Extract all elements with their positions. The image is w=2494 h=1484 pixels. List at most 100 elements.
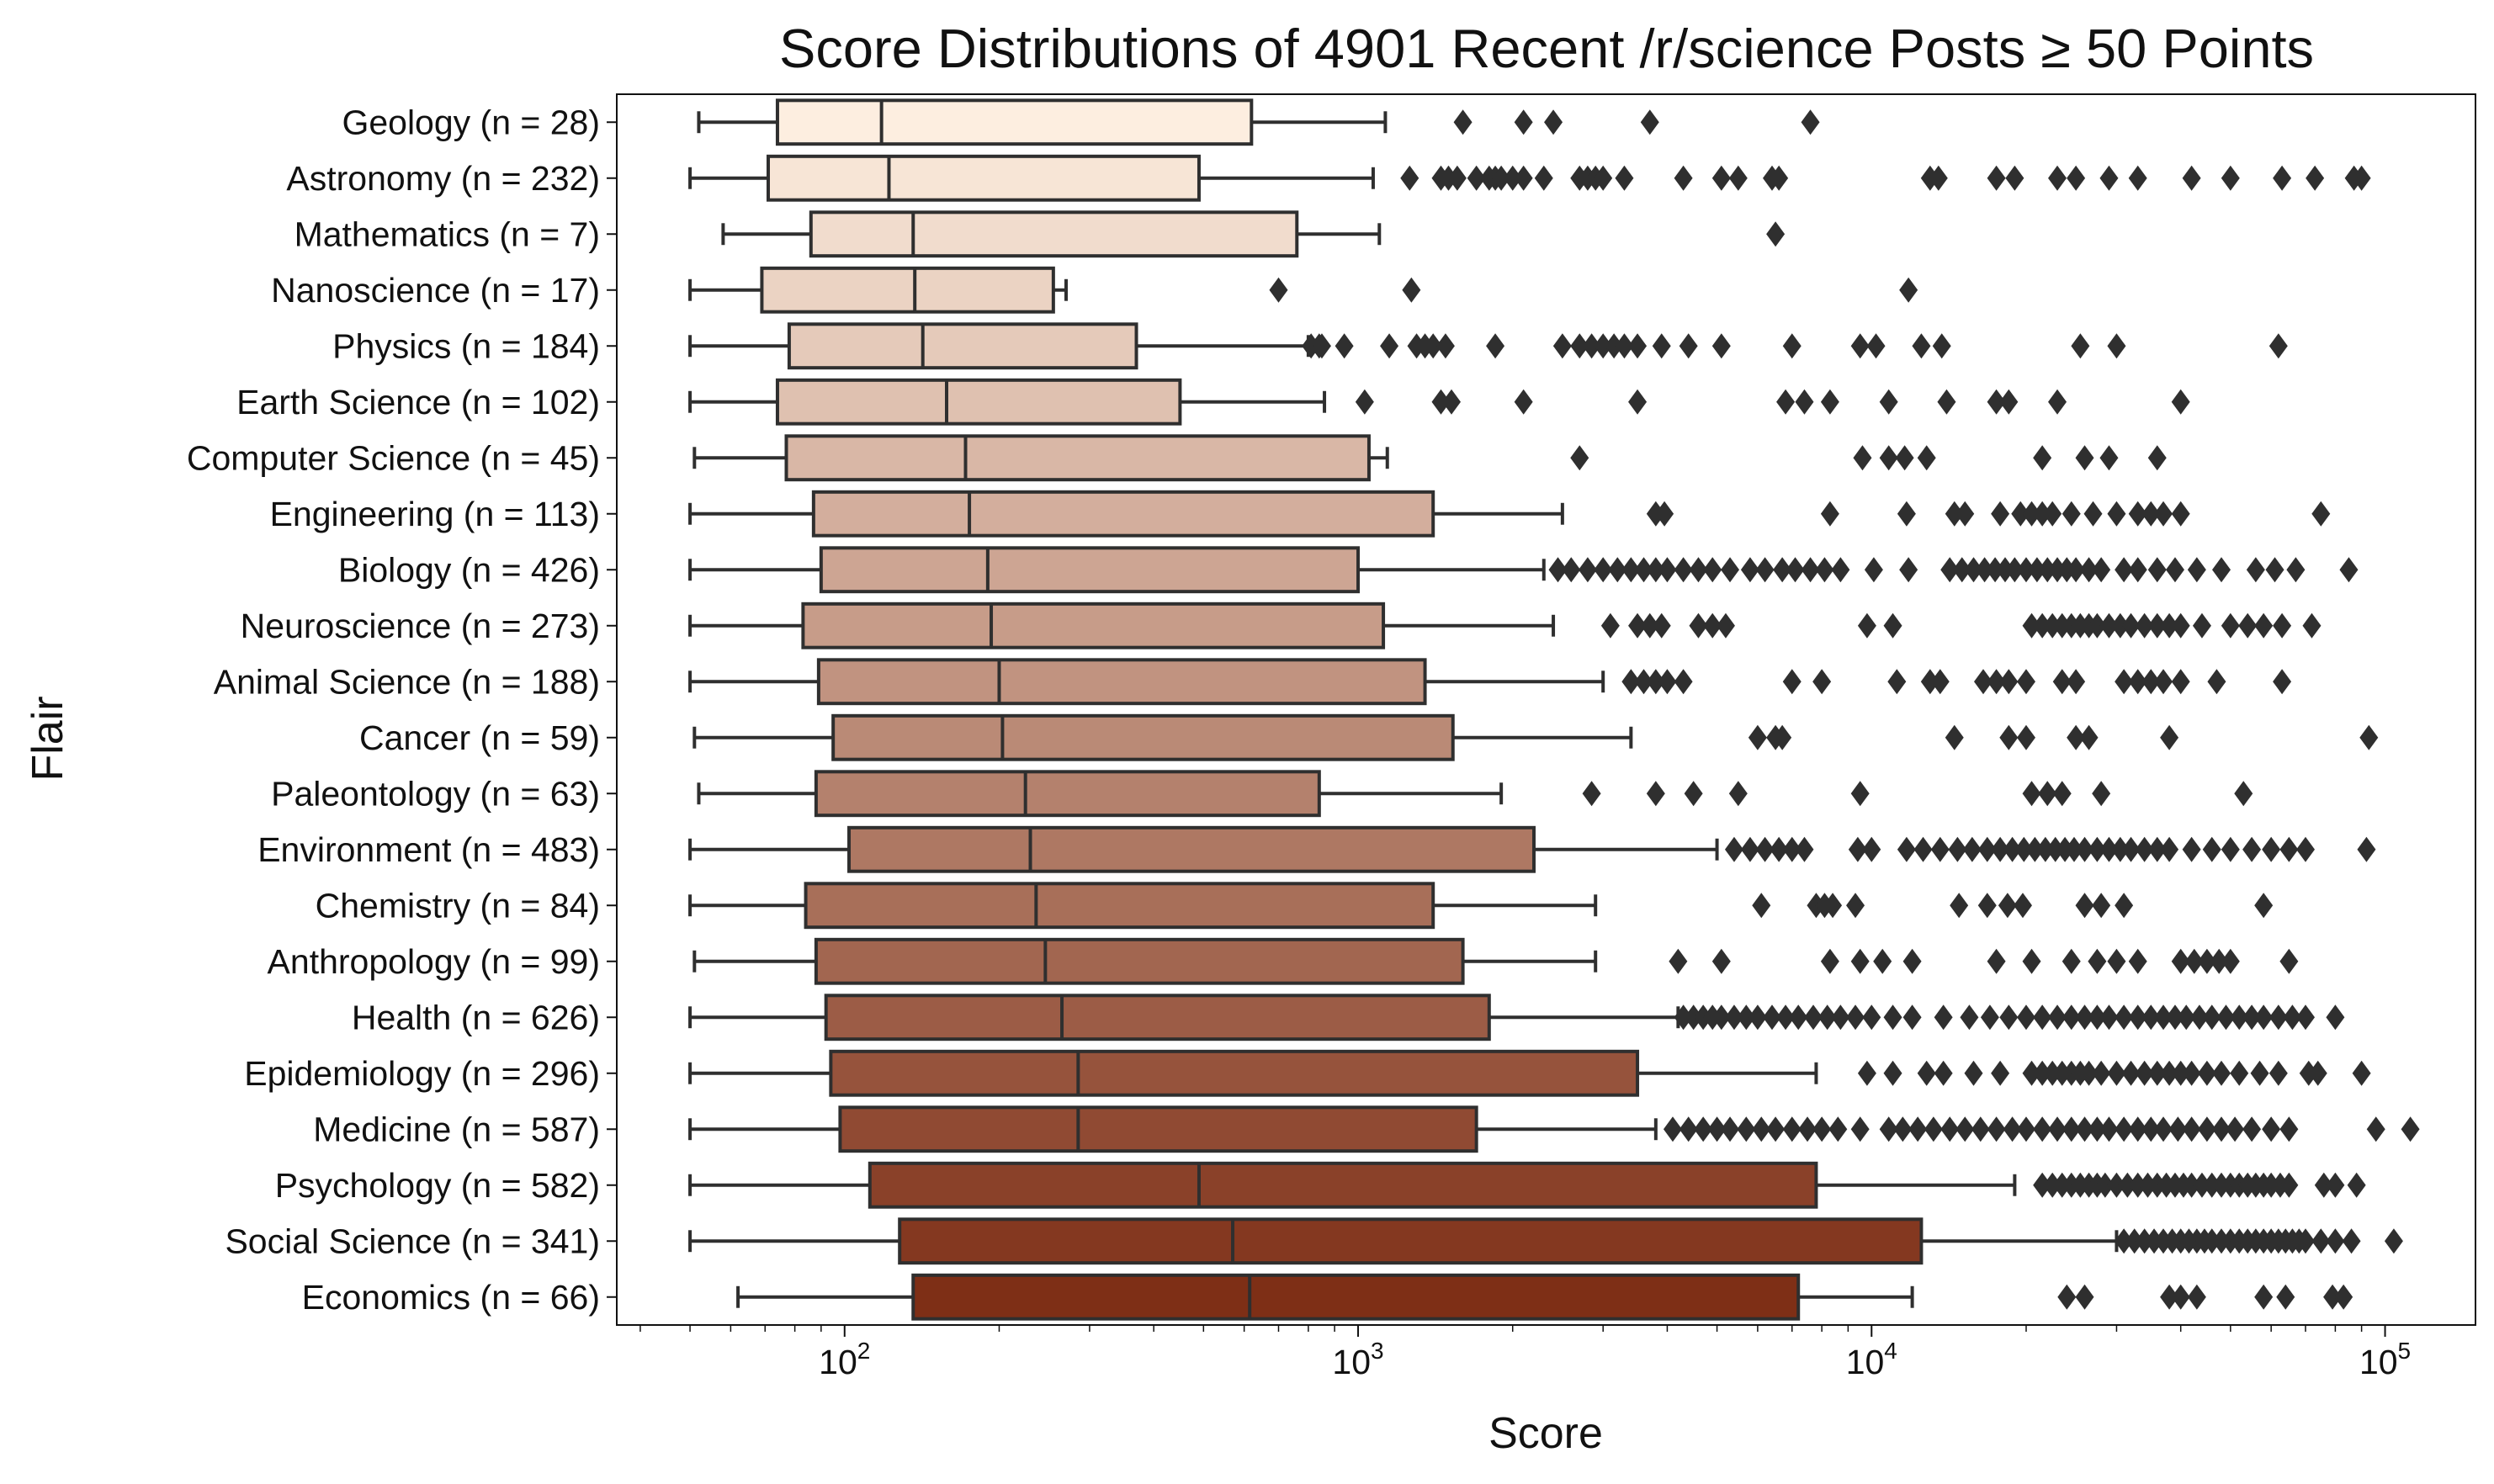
flier-engineering-15 [2141, 501, 2161, 527]
y-tick-label-animal-science: Animal Science (n = 188) [214, 662, 600, 701]
flier-neuroscience-17 [2099, 612, 2119, 639]
flier-biology-36 [2092, 557, 2111, 583]
flier-cancer-7 [2079, 724, 2099, 750]
flier-physics-12 [1582, 333, 1601, 359]
flier-physics-26 [2107, 333, 2126, 359]
flier-health-21 [1999, 1004, 2019, 1031]
flier-cancer-3 [1945, 724, 1964, 750]
flier-environment-15 [2003, 836, 2022, 862]
flier-medicine-7 [1766, 1116, 1786, 1142]
flier-astronomy-0 [1400, 165, 1419, 191]
box-engineering [811, 490, 1435, 538]
flier-animal-science-1 [1634, 669, 1653, 695]
flier-anthropology-11 [2128, 948, 2147, 974]
flier-medicine-37 [2226, 1116, 2245, 1142]
flier-computer-science-6 [2075, 445, 2094, 471]
flier-nanoscience-2 [1899, 277, 1918, 303]
flier-biology-44 [2265, 557, 2284, 583]
flier-neuroscience-11 [2043, 612, 2062, 639]
flier-astronomy-25 [2048, 165, 2067, 191]
flier-nanoscience-1 [1402, 277, 1421, 303]
flier-earth-science-8 [1879, 389, 1898, 415]
flier-engineering-9 [2033, 501, 2052, 527]
flier-epidemiology-8 [2043, 1060, 2062, 1086]
flier-astronomy-17 [1711, 165, 1731, 191]
flier-medicine-2 [1694, 1116, 1713, 1142]
flier-environment-16 [2014, 836, 2034, 862]
flier-epidemiology-4 [1964, 1060, 1983, 1086]
flier-biology-31 [2038, 557, 2057, 583]
flier-anthropology-8 [2062, 948, 2081, 974]
flier-health-37 [2216, 1004, 2236, 1031]
flier-anthropology-3 [1850, 948, 1870, 974]
flier-geology-2 [1544, 109, 1563, 135]
flier-health-7 [1748, 1004, 1767, 1031]
flier-health-27 [2088, 1004, 2107, 1031]
flier-psychology-8 [2107, 1172, 2126, 1198]
flier-health-43 [2296, 1004, 2316, 1031]
flier-biology-19 [1831, 557, 1850, 583]
flier-earth-science-10 [1987, 389, 2006, 415]
flier-environment-27 [2135, 836, 2154, 862]
flier-biology-22 [1940, 557, 1960, 583]
flier-environment-25 [2110, 836, 2130, 862]
flier-medicine-16 [1924, 1116, 1943, 1142]
flier-health-13 [1831, 1004, 1850, 1031]
y-axis-title: Flair [24, 696, 72, 781]
flier-biology-18 [1815, 557, 1834, 583]
box-health [824, 994, 1491, 1041]
flier-earth-science-0 [1355, 389, 1374, 415]
flier-health-36 [2202, 1004, 2221, 1031]
flier-epidemiology-12 [2079, 1060, 2099, 1086]
y-tick-label-social-science: Social Science (n = 341) [225, 1222, 600, 1260]
flier-economics-7 [2323, 1284, 2343, 1310]
flier-environment-1 [1740, 836, 1759, 862]
flier-environment-37 [2357, 836, 2376, 862]
flier-neuroscience-12 [2052, 612, 2072, 639]
flier-psychology-0 [2033, 1172, 2052, 1198]
flier-medicine-18 [1955, 1116, 1975, 1142]
flier-environment-29 [2160, 836, 2179, 862]
flier-medicine-3 [1707, 1116, 1727, 1142]
flier-biology-39 [2147, 557, 2167, 583]
flier-biology-35 [2079, 557, 2099, 583]
y-tick-label-chemistry: Chemistry (n = 84) [316, 886, 600, 925]
flier-physics-15 [1615, 333, 1634, 359]
flier-astronomy-24 [2005, 165, 2024, 191]
flier-epidemiology-14 [2107, 1060, 2126, 1086]
flier-social-science-22 [2296, 1228, 2316, 1254]
y-tick-label-psychology: Psychology (n = 582) [275, 1166, 600, 1205]
plot-area: Geology (n = 28) Astronomy (n = 232) Mathe… [187, 93, 2476, 1381]
box-chemistry [804, 882, 1435, 930]
flier-earth-science-12 [2048, 389, 2067, 415]
flier-biology-46 [2339, 557, 2359, 583]
flier-astronomy-30 [2221, 165, 2240, 191]
flier-neuroscience-1 [1628, 612, 1648, 639]
flier-health-22 [2016, 1004, 2035, 1031]
flier-epidemiology-18 [2160, 1060, 2179, 1086]
flier-medicine-40 [2279, 1116, 2299, 1142]
flier-environment-0 [1724, 836, 1743, 862]
flier-environment-11 [1948, 836, 1967, 862]
flier-environment-28 [2147, 836, 2167, 862]
flier-animal-science-8 [1920, 669, 1939, 695]
flier-physics-8 [1435, 333, 1455, 359]
flier-environment-31 [2202, 836, 2221, 862]
flier-environment-36 [2296, 836, 2316, 862]
flier-computer-science-0 [1570, 445, 1589, 471]
flier-computer-science-7 [2099, 445, 2119, 471]
flier-environment-26 [2121, 836, 2141, 862]
flier-medicine-0 [1663, 1116, 1682, 1142]
flier-animal-science-14 [2052, 669, 2072, 695]
flier-engineering-13 [2107, 501, 2126, 527]
flier-cancer-5 [2016, 724, 2035, 750]
flier-neuroscience-2 [1640, 612, 1659, 639]
flier-economics-0 [2057, 1284, 2077, 1310]
flier-medicine-26 [2075, 1116, 2094, 1142]
flier-environment-17 [2025, 836, 2045, 862]
flier-medicine-4 [1721, 1116, 1740, 1142]
flier-astronomy-9 [1514, 165, 1533, 191]
flier-neuroscience-27 [2254, 612, 2274, 639]
box-nanoscience [760, 266, 1055, 314]
flier-animal-science-13 [2016, 669, 2035, 695]
